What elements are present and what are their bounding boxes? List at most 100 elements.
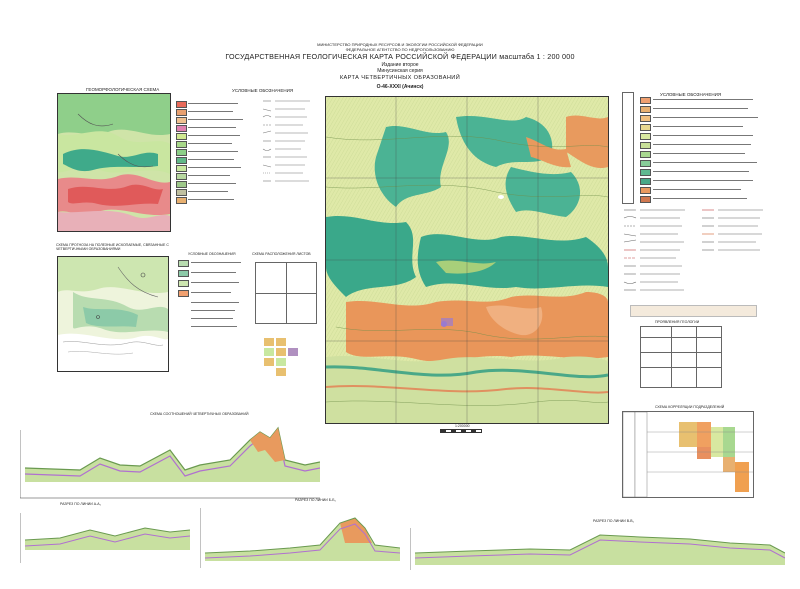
- main-profile-section: [20, 420, 320, 500]
- section-a: [20, 508, 190, 568]
- legend-swatch: [176, 109, 187, 116]
- page-title: ГОСУДАРСТВЕННАЯ ГЕОЛОГИЧЕСКАЯ КАРТА РОСС…: [225, 52, 575, 61]
- scale-bar: [440, 429, 482, 433]
- legend-text-line: [191, 326, 237, 327]
- table-rule: [696, 327, 697, 387]
- geomorph-legend: [176, 95, 316, 210]
- legend-text-line: [653, 153, 745, 154]
- legend-swatch: [640, 133, 651, 140]
- prognosis-inset-map: [57, 256, 169, 372]
- legend-text-line: [191, 292, 231, 293]
- correlation-title: СХЕМА КОРРЕЛЯЦИИ ПОДРАЗДЕЛЕНИЙ: [655, 405, 725, 409]
- legend-swatch: [176, 189, 187, 196]
- legend-swatch: [178, 260, 189, 267]
- right-legend-list: [640, 97, 760, 212]
- legend-text-line: [188, 151, 238, 152]
- legend-swatch: [640, 97, 651, 104]
- sheet-number: O-46-XXXI (Ачинск): [376, 84, 424, 90]
- legend-swatch: [178, 270, 189, 277]
- table-rule: [641, 367, 721, 368]
- edition-label: Издание второе: [381, 62, 419, 68]
- legend-text-line: [188, 119, 243, 120]
- legend-text-line: [191, 318, 233, 319]
- agency-line: ФЕДЕРАЛЬНОЕ АГЕНТСТВО ПО НЕДРОПОЛЬЗОВАНИ…: [345, 47, 455, 52]
- table-rule: [641, 352, 721, 353]
- legend-text-line: [188, 103, 238, 104]
- section-b-graphic: [200, 508, 400, 568]
- legend-swatch: [640, 196, 651, 203]
- legend-text-line: [188, 111, 233, 112]
- geomorph-map-graphic: [58, 94, 170, 231]
- index-blocks-graphic: [264, 338, 298, 376]
- legend-swatch: [176, 101, 187, 108]
- legend-text-line: [188, 199, 234, 200]
- legend-text-line: [188, 167, 241, 168]
- legend-text-line: [653, 171, 749, 172]
- right-table-title: ПРОЯВЛЕНИЯ ГЕОЛОГИИ: [655, 320, 700, 324]
- symbol-legend: [622, 205, 772, 300]
- occurrence-table: [640, 326, 722, 388]
- main-quaternary-map: [325, 96, 609, 424]
- grid-line: [286, 263, 287, 323]
- legend-swatch: [176, 117, 187, 124]
- legend-swatch: [640, 160, 651, 167]
- legend-text-line: [653, 189, 741, 190]
- prognosis-legend: [176, 258, 251, 330]
- legend-text-line: [188, 183, 236, 184]
- section-b: [200, 503, 400, 573]
- legend-text-line: [653, 144, 751, 145]
- legend-swatch: [178, 290, 189, 297]
- table-rule: [671, 327, 672, 387]
- legend-swatch: [176, 197, 187, 204]
- legend-text-line: [188, 159, 234, 160]
- legend-text-line: [191, 282, 239, 283]
- legend-text-line: [191, 302, 239, 303]
- layout-scheme-title: СХЕМА РАСПОЛОЖЕНИЯ ЛИСТОВ: [252, 252, 311, 256]
- legend-swatch: [640, 178, 651, 185]
- legend-swatch: [640, 106, 651, 113]
- correlation-scheme: [622, 411, 754, 498]
- ministry-line: МИНИСТЕРСТВО ПРИРОДНЫХ РЕСУРСОВ И ЭКОЛОГ…: [317, 42, 483, 47]
- legend-swatch: [640, 187, 651, 194]
- legend-swatch: [640, 142, 651, 149]
- legend-text-line: [188, 175, 230, 176]
- section-a-graphic: [20, 513, 190, 563]
- main-map-graphic: [326, 97, 608, 423]
- symbol-legend-graphic: [623, 209, 763, 291]
- legend-text-line: [653, 126, 743, 127]
- legend-swatch: [176, 141, 187, 148]
- legend-swatch: [176, 133, 187, 140]
- stratigraphic-column: [622, 92, 634, 204]
- series-label: Минусинская серия: [377, 68, 423, 74]
- legend-text-line: [188, 127, 236, 128]
- legend-swatch: [176, 173, 187, 180]
- section-c: [410, 525, 785, 575]
- legend-text-line: [188, 143, 232, 144]
- legend-swatch: [176, 125, 187, 132]
- legend-text-line: [653, 180, 753, 181]
- legend-swatch: [176, 149, 187, 156]
- correlation-graphic: [623, 412, 753, 497]
- section-a-title: РАЗРЕЗ ПО ЛИНИИ А-А₁: [60, 502, 101, 506]
- legend-swatch: [176, 181, 187, 188]
- inset-top-title: ГЕОМОРФОЛОГИЧЕСКАЯ СХЕМА: [86, 87, 160, 92]
- legend-text-line: [653, 108, 748, 109]
- legend-swatch: [176, 165, 187, 172]
- legend-text-line: [191, 262, 241, 263]
- profiles-title: СХЕМА СООТНОШЕНИЙ ЧЕТВЕРТИЧНЫХ ОБРАЗОВАН…: [150, 412, 249, 416]
- legend-swatch: [176, 157, 187, 164]
- map-title: КАРТА ЧЕТВЕРТИЧНЫХ ОБРАЗОВАНИЙ: [339, 75, 461, 81]
- legend-text-line: [653, 198, 747, 199]
- section-c-title: РАЗРЕЗ ПО ЛИНИИ В-В₁: [593, 519, 634, 523]
- inset-bottom-title: СХЕМА ПРОГНОЗА НА ПОЛЕЗНЫЕ ИСКОПАЕМЫЕ, С…: [56, 243, 169, 251]
- legend-text-line: [191, 310, 235, 311]
- inset-top-legend-title: УСЛОВНЫЕ ОБОЗНАЧЕНИЯ: [232, 88, 294, 93]
- map-scale-label: 1:200000: [455, 424, 470, 428]
- legend-text-line: [653, 99, 753, 100]
- prognosis-map-graphic: [58, 257, 168, 371]
- sheet-index-blocks: [262, 336, 304, 378]
- legend-swatch: [640, 169, 651, 176]
- legend-text-line: [653, 135, 753, 136]
- geomorph-inset-map: [57, 93, 171, 232]
- legend-text-line: [188, 191, 228, 192]
